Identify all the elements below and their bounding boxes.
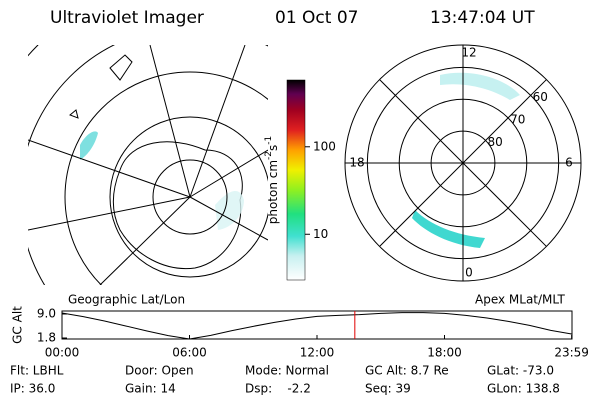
colorbar [286, 79, 306, 281]
x-tick-label: 23:59 [554, 346, 589, 360]
lat-label: 70 [510, 112, 525, 126]
altitude-plot: 1.8 9.0 00:00 06:00 12:00 18:00 23:59 [37, 307, 589, 360]
mlt-label: 12 [461, 46, 476, 60]
y-axis-label: GC Alt [11, 306, 25, 344]
info-field: Flt: LBHL [10, 364, 64, 378]
unit-sup: -1 [264, 136, 274, 145]
mlt-label: 0 [465, 266, 473, 280]
y-tick-label: 9.0 [37, 307, 56, 321]
x-tick-label: 12:00 [300, 346, 335, 360]
y-tick-label: 1.8 [37, 331, 56, 345]
info-field: Seq: 39 [365, 382, 411, 396]
lat-label: 60 [533, 90, 548, 104]
title: Ultraviolet Imager [50, 8, 204, 28]
lat-label: 80 [488, 135, 503, 149]
date: 01 Oct 07 [275, 8, 358, 28]
mlt-label: 6 [565, 156, 573, 170]
colorbar-label: photon cm-2s-1 [264, 136, 280, 225]
x-tick-label: 06:00 [172, 346, 207, 360]
info-field: Dsp: -2.2 [245, 382, 311, 396]
info-field: Gain: 14 [125, 382, 176, 396]
colorbar-tick-label: 10 [313, 227, 328, 241]
x-tick-label: 00:00 [45, 346, 80, 360]
colorbar-ticks: 10 100 [305, 139, 336, 241]
right-panel-label: Apex MLat/MLT [475, 293, 565, 307]
info-field: GLon: 138.8 [487, 382, 560, 396]
info-field: Mode: Normal [245, 364, 329, 378]
geo-map [28, 45, 268, 285]
info-table: Flt: LBHL Door: Open Mode: Normal GC Alt: 8… [10, 364, 560, 396]
unit-sup: -2 [264, 151, 274, 160]
unit-part: s [266, 145, 280, 151]
info-field: GC Alt: 8.7 Re [365, 364, 449, 378]
mlt-label: 18 [349, 156, 364, 170]
info-field: GLat: -73.0 [487, 364, 554, 378]
info-field: Door: Open [125, 364, 194, 378]
altitude-line [61, 312, 572, 340]
colorbar-tick-label: 100 [313, 139, 336, 153]
info-field: IP: 36.0 [10, 382, 55, 396]
plot-frame [61, 310, 573, 340]
left-panel-label: Geographic Lat/Lon [68, 293, 185, 307]
unit-part: photon cm [266, 160, 280, 224]
time: 13:47:04 UT [430, 8, 535, 28]
x-tick-label: 18:00 [427, 346, 462, 360]
meridian [379, 79, 547, 247]
